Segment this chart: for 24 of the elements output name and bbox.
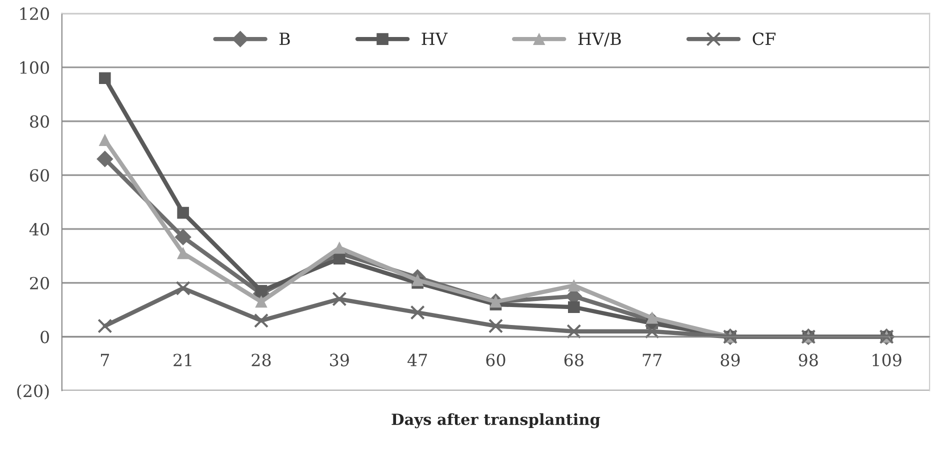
- x-tick-label: 47: [407, 354, 427, 366]
- x-tick-label: 21: [174, 354, 192, 366]
- y-tick-label: 0: [40, 330, 49, 344]
- legend-label: B: [280, 32, 290, 45]
- y-tick-label: 60: [30, 169, 49, 182]
- x-tick-label: 77: [642, 354, 662, 366]
- x-tick-label: 98: [798, 354, 818, 366]
- x-tick-label: 68: [564, 354, 584, 366]
- x-tick-label: 60: [486, 354, 506, 366]
- x-tick-label: 7: [101, 354, 109, 366]
- x-tick-label: 28: [252, 354, 271, 366]
- y-tick-label: 20: [30, 276, 49, 290]
- legend-label: HV: [422, 32, 448, 45]
- x-tick-label: 89: [720, 354, 740, 366]
- x-axis-title: Days after transplanting: [392, 413, 600, 428]
- x-tick-label: 109: [872, 354, 902, 366]
- y-tick-label: 80: [30, 115, 49, 128]
- y-tick-label: (20): [17, 384, 49, 400]
- y-tick-label: 120: [20, 7, 49, 20]
- legend-label: CF: [752, 32, 776, 46]
- legend-label: HV/B: [578, 32, 621, 46]
- x-tick-label: 39: [330, 354, 349, 366]
- y-tick-label: 100: [20, 61, 49, 74]
- y-tick-label: 40: [29, 222, 49, 236]
